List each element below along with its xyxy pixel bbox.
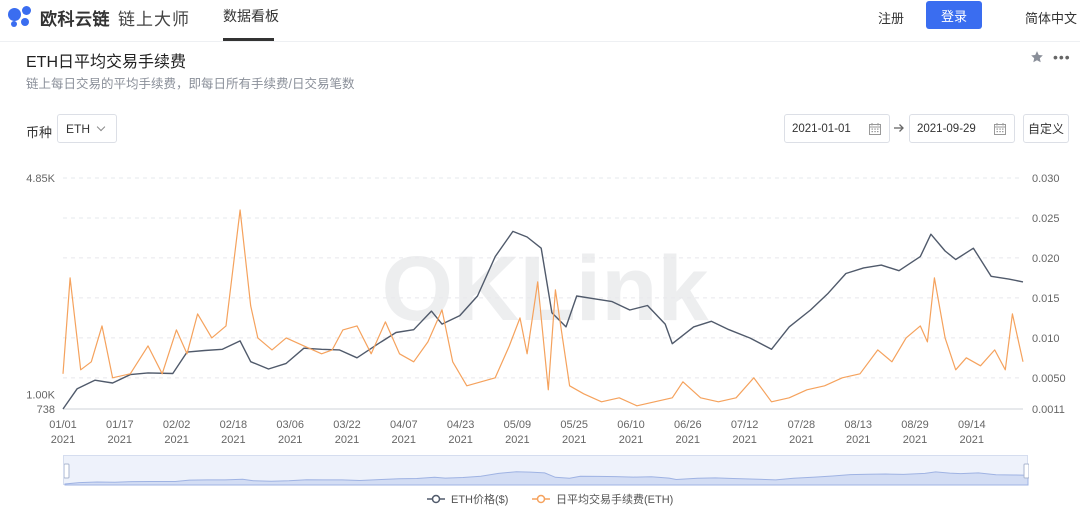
- coin-label: 币种: [26, 125, 53, 140]
- x-axis-tick-label: 01/01: [49, 419, 77, 431]
- x-axis-tick-year: 2021: [903, 434, 927, 446]
- legend-label: ETH价格($): [451, 492, 508, 506]
- x-axis-tick-label: 02/18: [220, 419, 248, 431]
- language-selector[interactable]: 简体中文: [1025, 11, 1078, 26]
- brand-name: 欧科云链: [40, 9, 110, 29]
- right-axis-tick-label: 0.0050: [1032, 373, 1066, 385]
- right-axis-tick-label: 0.0011: [1032, 404, 1065, 416]
- x-axis-tick-year: 2021: [846, 434, 870, 446]
- x-axis-tick-label: 09/14: [958, 419, 986, 431]
- x-axis-tick-label: 07/28: [788, 419, 816, 431]
- custom-range-button[interactable]: 自定义: [1023, 114, 1069, 143]
- right-axis-tick-label: 0.030: [1032, 173, 1060, 185]
- end-date-value: 2021-09-29: [917, 122, 976, 135]
- slider-handle-right: [1023, 463, 1030, 479]
- x-axis-tick-year: 2021: [732, 434, 756, 446]
- right-axis-tick-label: 0.020: [1032, 253, 1060, 265]
- end-date-input[interactable]: 2021-09-29: [909, 114, 1015, 143]
- x-axis-tick-year: 2021: [335, 434, 359, 446]
- x-axis-tick-label: 02/02: [163, 419, 191, 431]
- x-axis-tick-label: 04/07: [390, 419, 418, 431]
- page-subtitle: 链上每日交易的平均手续费，即每日所有手续费/日交易笔数: [26, 77, 355, 91]
- right-axis-tick-label: 0.025: [1032, 213, 1060, 225]
- logo-icon: [8, 6, 36, 28]
- arrow-right-icon: [894, 124, 904, 132]
- top-bar: 欧科云链 链上大师 数据看板 注册 登录 简体中文: [0, 0, 1080, 42]
- fee-price-chart: OKLink 4.85K 1.00K 738 0.030 0.025 0.020 0.015 0…: [26, 173, 1066, 446]
- fee-series-line: [62, 209, 1024, 407]
- price-series-line: [62, 230, 1024, 410]
- product-name: 链上大师: [118, 9, 190, 29]
- left-axis-tick-label: 4.85K: [26, 173, 55, 185]
- x-axis-tick-year: 2021: [562, 434, 586, 446]
- x-axis-tick-label: 05/09: [504, 419, 532, 431]
- left-axis-tick-label: 738: [37, 404, 55, 416]
- x-axis-tick-year: 2021: [278, 434, 302, 446]
- left-axis-tick-label: 1.00K: [26, 389, 55, 401]
- legend-marker: [536, 494, 546, 504]
- x-axis-tick-year: 2021: [448, 434, 472, 446]
- x-axis-tick-label: 03/06: [276, 419, 304, 431]
- x-axis-tick-year: 2021: [221, 434, 245, 446]
- x-axis-tick-label: 01/17: [106, 419, 134, 431]
- x-axis-tick-year: 2021: [619, 434, 643, 446]
- x-axis-tick-label: 06/26: [674, 419, 702, 431]
- right-axis-tick-label: 0.015: [1032, 293, 1060, 305]
- calendar-icon: [994, 123, 1006, 135]
- nav-tab-dashboard[interactable]: 数据看板: [223, 8, 279, 24]
- coin-select-value: ETH: [66, 121, 90, 136]
- x-axis-tick-year: 2021: [505, 434, 529, 446]
- nav-tab-underline: [223, 38, 274, 41]
- star-icon[interactable]: [1030, 50, 1044, 64]
- legend-marker: [431, 494, 441, 504]
- x-axis-tick-year: 2021: [676, 434, 700, 446]
- chevron-down-icon: [96, 122, 106, 132]
- x-axis-tick-label: 05/25: [560, 419, 588, 431]
- page-title: ETH日平均交易手续费: [26, 54, 187, 71]
- slider-preview-area: [64, 471, 1029, 486]
- x-axis-tick-year: 2021: [108, 434, 132, 446]
- x-axis-tick-label: 03/22: [333, 419, 361, 431]
- legend-label: 日平均交易手续费(ETH): [556, 492, 673, 506]
- right-axis-tick-label: 0.010: [1032, 333, 1060, 345]
- slider-preview: [63, 463, 1030, 486]
- x-axis-tick-year: 2021: [392, 434, 416, 446]
- logo[interactable]: 欧科云链 链上大师: [8, 6, 190, 29]
- x-axis-tick-label: 04/23: [447, 419, 475, 431]
- x-axis-tick-label: 07/12: [731, 419, 759, 431]
- calendar-icon: [869, 123, 881, 135]
- login-button[interactable]: 登录: [926, 1, 982, 29]
- start-date-value: 2021-01-01: [792, 122, 851, 135]
- x-axis-tick-label: 08/29: [901, 419, 929, 431]
- more-options-icon[interactable]: •••: [1053, 49, 1071, 65]
- chart-legend: ETH价格($) 日平均交易手续费(ETH): [427, 492, 673, 506]
- x-axis-tick-year: 2021: [164, 434, 188, 446]
- watermark-text: OKLink: [381, 238, 709, 340]
- x-axis-tick-label: 08/13: [844, 419, 872, 431]
- x-axis-tick-label: 06/10: [617, 419, 645, 431]
- register-link[interactable]: 注册: [878, 11, 905, 26]
- start-date-input[interactable]: 2021-01-01: [784, 114, 890, 143]
- x-axis-tick-year: 2021: [51, 434, 75, 446]
- x-axis-tick-year: 2021: [789, 434, 813, 446]
- coin-select[interactable]: ETH: [57, 114, 117, 143]
- x-axis-tick-year: 2021: [960, 434, 984, 446]
- zoom-slider[interactable]: [63, 455, 1030, 486]
- slider-handle-left: [63, 463, 70, 479]
